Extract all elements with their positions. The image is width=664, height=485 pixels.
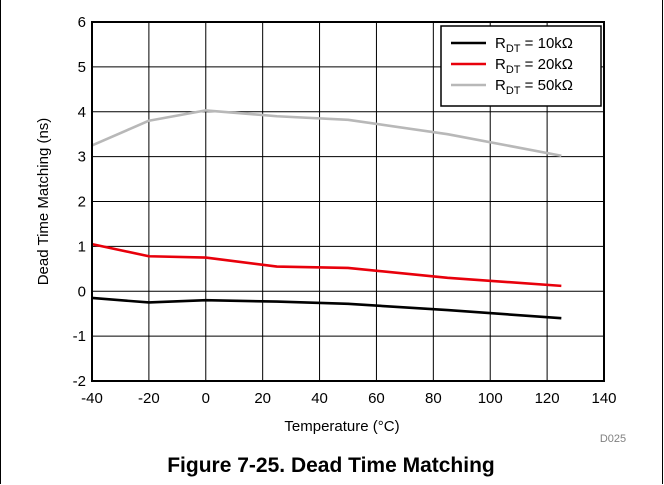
legend-entry: RDT = 10kΩ (495, 35, 573, 55)
x-tick-label: 40 (311, 390, 328, 407)
x-tick-label: 0 (202, 390, 210, 407)
y-axis-label: Dead Time Matching (ns) (35, 118, 52, 286)
legend-box (440, 25, 602, 107)
legend-entry: RDT = 20kΩ (495, 56, 573, 76)
x-tick-label: 140 (591, 390, 616, 407)
x-tick-label: 100 (478, 390, 503, 407)
y-tick-labels: -2 -1 0 1 2 3 4 5 6 (73, 14, 86, 390)
x-tick-label: 60 (368, 390, 385, 407)
figure-code: D025 (600, 433, 626, 445)
y-tick-label: 6 (78, 14, 86, 31)
x-tick-label: 20 (254, 390, 271, 407)
y-tick-label: 2 (78, 194, 86, 211)
x-axis-label: Temperature (°C) (284, 418, 399, 435)
y-tick-label: -2 (73, 373, 86, 390)
y-tick-label: 0 (78, 283, 86, 300)
series-lines (91, 109, 562, 320)
legend-entry: RDT = 50kΩ (495, 77, 573, 97)
x-tick-label: 120 (535, 390, 560, 407)
figure-caption: Figure 7-25. Dead Time Matching (167, 454, 495, 477)
y-tick-label: -1 (73, 328, 86, 345)
series-line (91, 242, 562, 288)
plot-border (91, 21, 605, 382)
series-line (91, 296, 562, 320)
x-tick-label: -20 (138, 390, 160, 407)
series-line (91, 109, 562, 158)
y-tick-label: 5 (78, 59, 86, 76)
y-tick-label: 1 (78, 238, 86, 255)
x-tick-label: -40 (81, 390, 103, 407)
x-tick-label: 80 (425, 390, 442, 407)
x-tick-labels: -40 -20 0 20 40 60 80 100 120 140 (81, 390, 616, 407)
y-tick-label: 3 (78, 149, 86, 166)
y-tick-label: 4 (78, 104, 86, 121)
